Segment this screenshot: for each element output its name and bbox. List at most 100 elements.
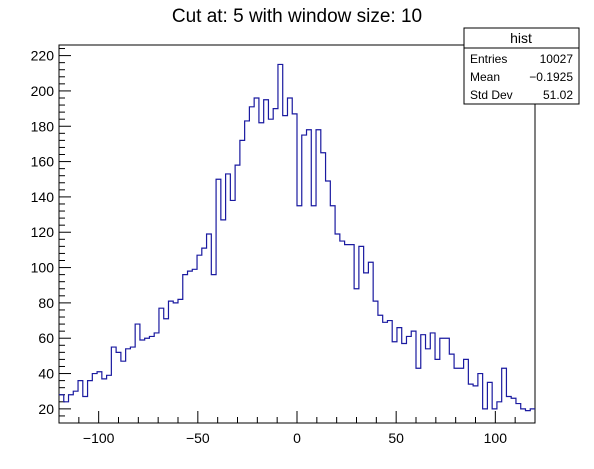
y-tick-label: 60 — [38, 330, 54, 346]
histogram-bin — [316, 130, 321, 423]
histogram-bin — [202, 248, 207, 423]
histogram-bin — [516, 404, 521, 423]
histogram-bin — [364, 273, 369, 423]
stats-mean-label: Mean — [470, 70, 500, 84]
histogram-bin — [411, 331, 416, 423]
stats-entries-value: 10027 — [540, 52, 574, 66]
histogram-bin — [188, 271, 193, 423]
histogram-bin — [530, 409, 535, 423]
y-tick-label: 220 — [31, 48, 55, 64]
histogram-bin — [430, 333, 435, 423]
histogram-bin — [287, 98, 292, 423]
histogram-bin — [69, 395, 74, 423]
histogram-bin — [440, 338, 445, 423]
histogram-bin — [487, 382, 492, 423]
x-tick-label: −100 — [83, 430, 115, 446]
histogram-bin — [259, 123, 264, 423]
histogram-bin — [292, 114, 297, 423]
histogram-bin — [73, 391, 78, 423]
histogram-bin — [521, 409, 526, 423]
y-tick-label: 20 — [38, 401, 54, 417]
histogram-bin — [145, 338, 150, 423]
histogram-bin — [345, 245, 350, 423]
x-tick-label: 50 — [388, 430, 404, 446]
histogram-bin — [354, 289, 359, 423]
histogram-bin — [373, 301, 378, 423]
histogram-bin — [311, 206, 316, 423]
y-tick-label: 120 — [31, 224, 55, 240]
histogram-bin — [126, 349, 131, 423]
histogram-bin — [149, 336, 154, 423]
y-tick-label: 200 — [31, 83, 55, 99]
histogram-bin — [245, 121, 250, 423]
histogram-bin — [264, 100, 269, 423]
histogram-bin — [154, 333, 159, 423]
histogram-bin — [211, 275, 216, 423]
stats-entries-label: Entries — [470, 52, 507, 66]
histogram-bin — [268, 119, 273, 423]
stats-box-frame — [463, 27, 580, 105]
histogram-bin — [468, 384, 473, 423]
histogram-bin — [283, 116, 288, 423]
histogram-bin — [335, 234, 340, 423]
histogram-bin — [111, 347, 116, 423]
histogram-bin — [207, 234, 212, 423]
histogram-bin — [240, 140, 245, 423]
histogram-bin — [107, 375, 112, 423]
histogram-bin — [387, 321, 392, 423]
histogram-bin — [330, 206, 335, 423]
histogram-bin — [464, 359, 469, 423]
histogram-bin — [511, 398, 516, 423]
histogram-bin — [249, 107, 254, 423]
histogram-bin — [454, 368, 459, 423]
histogram-bin — [416, 368, 421, 423]
histogram-bin — [297, 206, 302, 423]
histogram-bin — [378, 315, 383, 423]
histogram-bin — [402, 344, 407, 423]
histogram-bin — [230, 200, 235, 423]
histogram-series-line — [59, 63, 535, 412]
histogram-bin — [78, 381, 83, 423]
histogram-bin — [59, 395, 64, 423]
histogram-bin — [502, 368, 507, 423]
histogram-bin — [397, 328, 402, 423]
histogram-bin — [159, 308, 164, 423]
histogram-bin — [278, 64, 283, 423]
histogram-bin — [168, 301, 173, 423]
histogram-bin — [326, 181, 331, 423]
histogram-bin — [140, 340, 145, 423]
histogram-bin — [164, 319, 169, 423]
histogram-bin — [473, 386, 478, 423]
histogram-bin — [197, 255, 202, 423]
histogram-bin — [254, 98, 259, 423]
histogram-bin — [192, 269, 197, 423]
stats-mean-value: −0.1925 — [529, 70, 573, 84]
histogram-bins — [59, 64, 535, 423]
y-axis: 20 40 60 80 100 120 140 160 180 200 220 — [31, 48, 71, 424]
histogram-bin — [102, 379, 107, 423]
stats-box: hist Entries 10027 Mean −0.1925 Std Dev … — [463, 27, 580, 105]
histogram-bin — [183, 275, 188, 423]
histogram-bin — [302, 135, 307, 423]
y-tick-label: 140 — [31, 189, 55, 205]
y-tick-label: 180 — [31, 118, 55, 134]
x-tick-label: −50 — [186, 430, 210, 446]
histogram-bin — [235, 165, 240, 423]
y-tick-label: 40 — [38, 366, 54, 382]
stats-stddev-label: Std Dev — [470, 88, 513, 102]
histogram-bin — [307, 130, 312, 423]
histogram-bin — [506, 397, 511, 423]
stats-stddev-value: 51.02 — [543, 88, 573, 102]
histogram-bin — [492, 409, 497, 423]
histogram-bin — [273, 109, 278, 423]
histogram-bin — [435, 359, 440, 423]
histogram-bin — [116, 352, 121, 423]
histogram-bin — [64, 402, 69, 423]
histogram-bin — [478, 374, 483, 423]
histogram-bin — [178, 299, 183, 423]
histogram-bin — [383, 322, 388, 423]
histogram-bin — [88, 381, 93, 423]
stats-box-title: hist — [510, 30, 532, 46]
histogram-bin — [421, 335, 426, 423]
